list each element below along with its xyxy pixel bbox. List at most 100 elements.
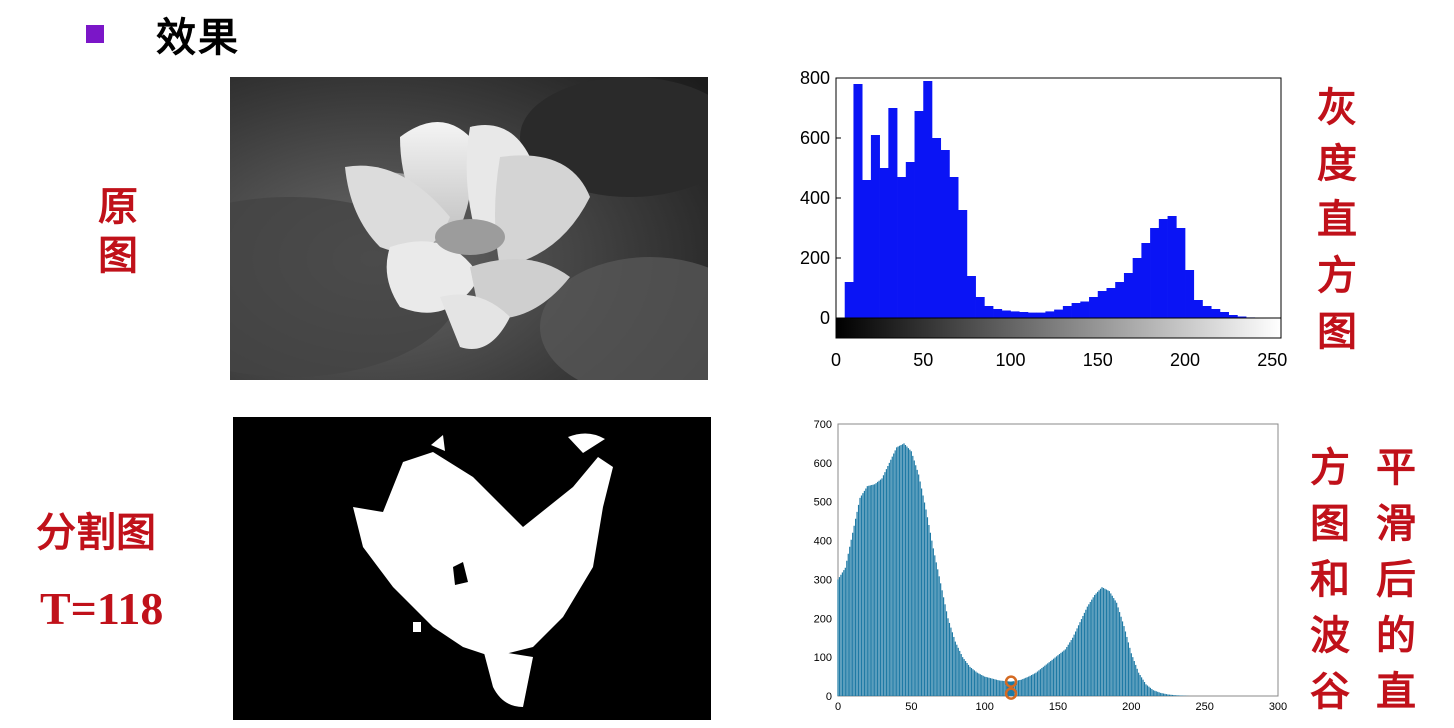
hist-bar: [1036, 312, 1046, 318]
hist-bar: [1185, 270, 1195, 318]
hist-bar: [1202, 306, 1212, 318]
hist-bar: [940, 150, 950, 318]
y-tick-label: 400: [814, 536, 832, 548]
smoothed-svg: 0 100 200 300 400 500 600 700 0 50 100 150 200 250 300: [814, 419, 1288, 713]
hist-bar: [966, 276, 976, 318]
hist-bar: [1045, 311, 1055, 318]
hist-bar: [1211, 309, 1221, 318]
label-original-char: 图: [98, 232, 138, 279]
hist-bar: [1001, 310, 1011, 318]
label-segmented: 分割图: [36, 509, 156, 556]
histogram-svg: 0 200 400 600 800 0 50 100 150 200 250: [800, 68, 1287, 370]
hist-bar: [1132, 258, 1142, 318]
hist-bar: [844, 282, 854, 318]
hist-bar: [1167, 216, 1177, 318]
x-tick-label: 200: [1122, 701, 1140, 713]
label-smoothed-char: 和: [1310, 556, 1350, 603]
label-smoothed-char: 的: [1376, 612, 1416, 659]
histogram-chart: 0 200 400 600 800 0 50 100 150 200 250: [776, 68, 1296, 378]
hist-bar: [1062, 306, 1072, 318]
hist-bar: [931, 138, 942, 318]
label-histogram-char: 方: [1317, 252, 1357, 299]
hist-bar: [1089, 297, 1099, 318]
hist-bar: [1027, 312, 1038, 318]
hist-bar: [1115, 282, 1125, 318]
hist-bar: [1176, 228, 1186, 318]
y-tick-label: 0: [820, 308, 830, 328]
x-tick-label: 150: [1049, 701, 1067, 713]
hist-bar: [1054, 309, 1064, 318]
smoothed-chart: 0 100 200 300 400 500 600 700 0 50 100 150 200 250 300: [800, 414, 1292, 724]
x-tick-label: 300: [1269, 701, 1287, 713]
hist-bar: [1123, 273, 1133, 318]
label-smoothed-char: 后: [1376, 556, 1416, 603]
y-tick-label: 200: [814, 613, 832, 625]
x-tick-label: 100: [975, 701, 993, 713]
label-smoothed-col1: 平 滑 后 的 直: [1372, 440, 1420, 720]
hist-bar: [1080, 301, 1090, 318]
hist-bar: [1237, 316, 1247, 318]
hist-bar: [1010, 311, 1020, 318]
x-tick-label: 100: [995, 350, 1025, 370]
label-smoothed-char: 平: [1376, 444, 1416, 491]
hist-bar: [897, 177, 907, 318]
hist-bar: [1106, 288, 1116, 318]
y-tick-label: 700: [814, 419, 832, 431]
label-original-char: 原: [98, 183, 138, 230]
original-image: [230, 77, 708, 380]
gray-colorbar: [835, 317, 1282, 339]
x-tick-label: 0: [835, 701, 841, 713]
hist-bar: [1219, 312, 1229, 318]
x-tick-label: 50: [913, 350, 933, 370]
x-tick-label: 0: [831, 350, 841, 370]
label-histogram-char: 灰: [1317, 84, 1357, 131]
valley-marker: [1004, 687, 1018, 700]
y-tick-label: 100: [814, 652, 832, 664]
segmented-image: [233, 417, 711, 720]
hist-bar: [1141, 243, 1151, 318]
y-tick-label: 600: [800, 128, 830, 148]
hist-bar: [914, 111, 924, 318]
x-tick-label: 250: [1257, 350, 1287, 370]
x-tick-label: 200: [1170, 350, 1200, 370]
title-row: 效果: [86, 12, 240, 61]
y-tick-label: 300: [814, 574, 832, 586]
hist-bar: [984, 306, 994, 318]
bullet-square: [86, 25, 104, 43]
label-smoothed-char: 方: [1310, 444, 1350, 491]
label-original: 原 图: [94, 182, 142, 280]
label-smoothed-char: 图: [1310, 500, 1350, 547]
label-smoothed-char: 滑: [1376, 500, 1416, 547]
hist-bar: [1158, 219, 1168, 318]
label-threshold: T=118: [40, 583, 164, 634]
label-histogram-char: 图: [1317, 308, 1357, 355]
hist-bar: [993, 309, 1003, 318]
y-tick-label: 400: [800, 188, 830, 208]
hist-bar: [870, 135, 880, 318]
y-tick-label: 800: [800, 68, 830, 88]
hist-bar: [1150, 228, 1160, 318]
slide-title: 效果: [156, 14, 240, 61]
label-smoothed-char: 波: [1310, 612, 1350, 659]
hist-bar: [949, 177, 959, 318]
hist-bar: [853, 84, 863, 318]
y-tick-label: 600: [814, 458, 832, 470]
label-smoothed-char: 直: [1376, 668, 1416, 715]
hist-bar: [923, 81, 933, 318]
label-smoothed-char: 谷: [1310, 668, 1350, 715]
x-tick-label: 150: [1083, 350, 1113, 370]
x-tick-label: 250: [1195, 701, 1213, 713]
hist-bar: [1071, 303, 1081, 318]
hist-bar: [905, 162, 915, 318]
hist-bar: [888, 108, 898, 318]
hist-bar: [879, 168, 889, 318]
label-histogram-char: 直: [1317, 196, 1357, 243]
hist-bar: [958, 210, 968, 318]
y-tick-label: 0: [826, 691, 832, 703]
label-histogram-char: 度: [1317, 140, 1357, 187]
hist-bar: [862, 180, 872, 318]
label-histogram: 灰 度 直 方 图: [1313, 80, 1361, 360]
valley-marker: [1004, 675, 1018, 688]
hist-bar: [975, 297, 985, 318]
hist-bar: [1228, 315, 1238, 318]
